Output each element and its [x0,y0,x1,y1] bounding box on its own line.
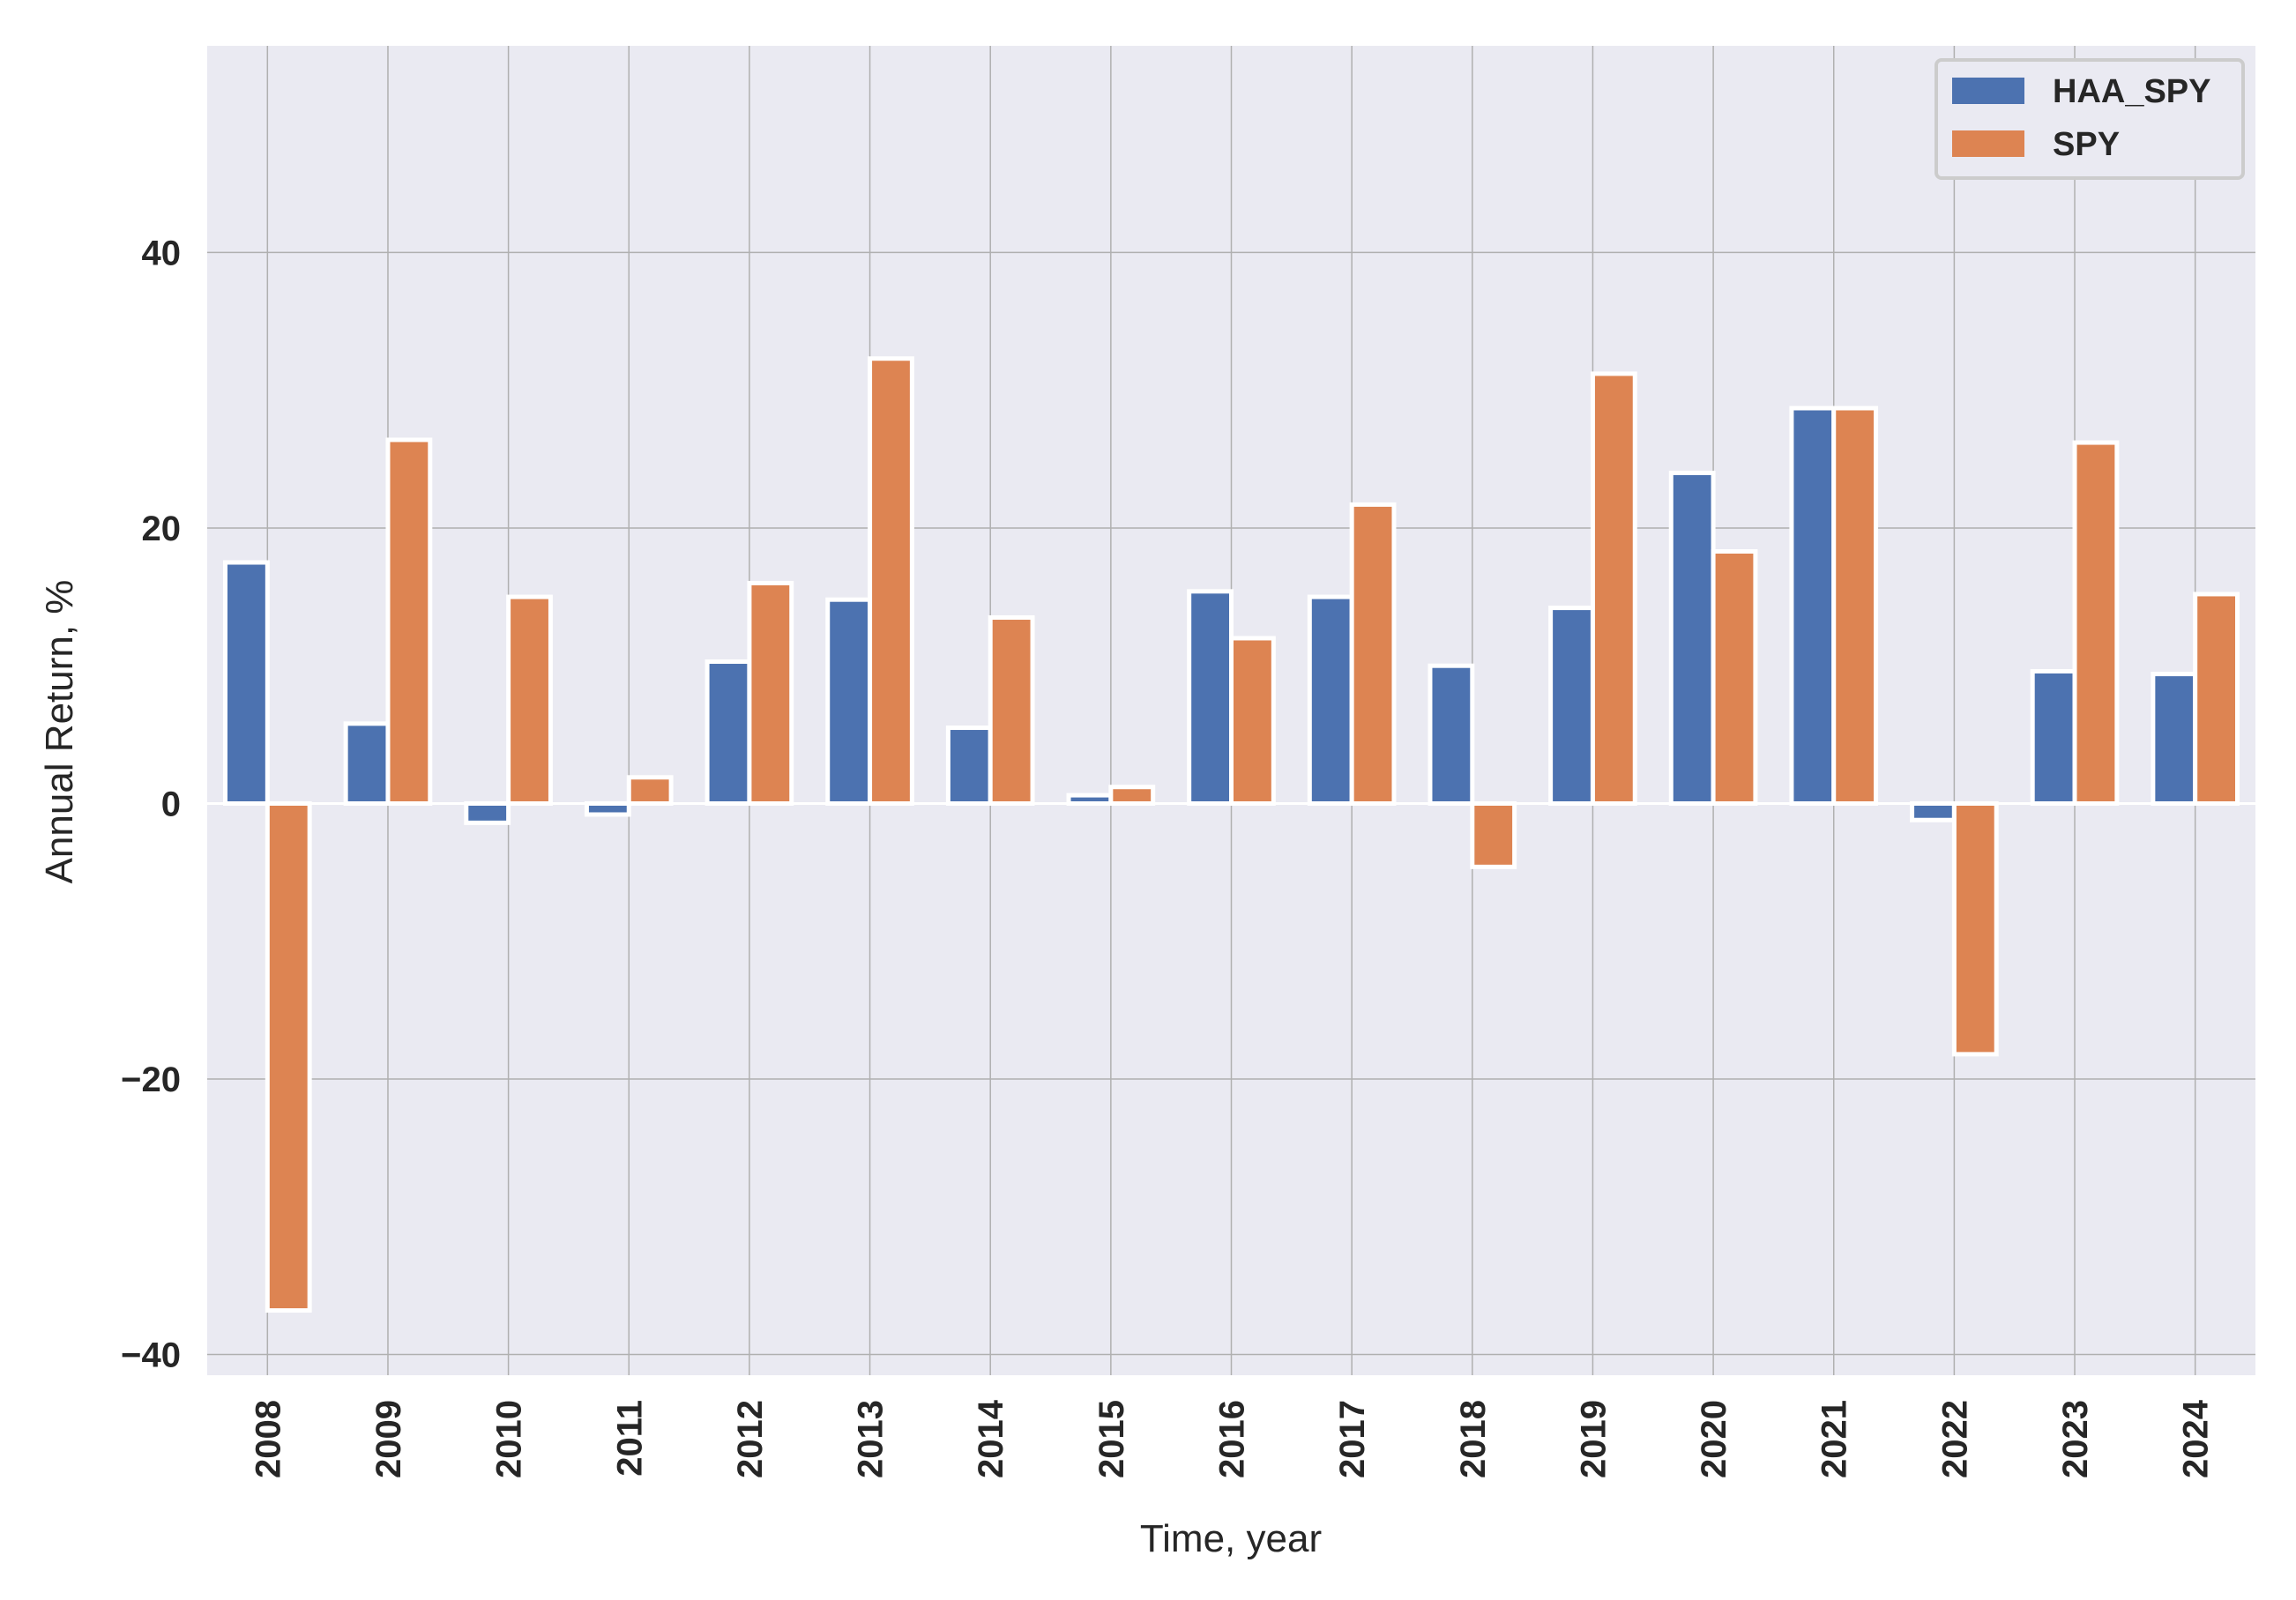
bar-haa-spy-2012 [704,659,752,806]
bar-haa-spy-2018 [1428,663,1475,806]
bar-haa-spy-2014 [945,726,993,806]
x-tick-label: 2012 [731,1400,770,1478]
bar-haa-spy-2024 [2151,672,2198,806]
bar-spy-2017 [1349,502,1397,806]
bar-spy-2011 [626,775,674,806]
x-tick-labels: 2008 2009 2010 2011 2012 2013 2014 2015 2016 2017… [249,1399,2215,1478]
bar-haa-spy-2016 [1187,589,1234,806]
bar-haa-spy-2021 [1789,406,1837,806]
y-axis-label: Annual Return, % [38,580,81,884]
bar-haa-spy-2017 [1307,594,1354,806]
bar-haa-spy-2022 [1910,800,1957,822]
x-tick-label: 2020 [1695,1400,1733,1478]
y-tick-label: 0 [161,785,181,823]
y-tick-labels: −40 −20 0 20 40 [121,234,181,1374]
y-tick-label: 40 [142,234,182,272]
bar-spy-2015 [1108,785,1156,806]
bar-spy-2019 [1590,371,1637,806]
bar-haa-spy-2023 [2030,668,2077,806]
bar-spy-2023 [2072,440,2120,806]
bar-haa-spy-2020 [1668,470,1716,806]
bar-haa-spy-2008 [222,560,270,806]
x-tick-label: 2017 [1333,1400,1372,1478]
x-tick-label: 2008 [249,1400,287,1478]
legend-label-haa-spy: HAA_SPY [2053,73,2211,110]
bar-haa-spy-2015 [1066,793,1114,806]
bars [222,356,2240,1313]
bar-haa-spy-2010 [464,800,511,825]
bar-spy-2020 [1711,549,1758,806]
legend: HAA_SPY SPY [1934,58,2245,180]
y-tick-label: 20 [142,510,182,548]
legend-swatch-spy [1952,130,2024,157]
bar-spy-2018 [1470,800,1517,869]
x-tick-label: 2009 [369,1400,408,1478]
y-tick-label: −20 [121,1060,181,1099]
x-tick-label: 2021 [1815,1400,1854,1478]
bar-haa-spy-2013 [825,597,873,806]
x-tick-label: 2023 [2056,1400,2095,1478]
x-tick-label: 2018 [1454,1400,1493,1478]
x-tick-label: 2014 [972,1399,1010,1478]
bar-haa-spy-2009 [343,721,391,806]
bar-spy-2022 [1951,800,1999,1057]
legend-swatch-haa-spy [1952,78,2024,104]
bar-spy-2014 [988,615,1035,806]
bar-haa-spy-2011 [584,800,631,817]
x-tick-label: 2010 [490,1400,529,1478]
x-tick-label: 2016 [1213,1400,1252,1478]
x-axis-label: Time, year [1140,1517,1322,1560]
bar-spy-2008 [265,800,312,1313]
bar-spy-2010 [506,594,553,806]
bar-spy-2013 [868,356,914,806]
bar-spy-2012 [747,580,794,806]
x-tick-label: 2013 [852,1400,891,1478]
bar-spy-2021 [1831,406,1879,806]
legend-label-spy: SPY [2053,126,2120,163]
x-tick-label: 2022 [1935,1400,1974,1478]
bar-haa-spy-2019 [1548,606,1595,806]
bar-spy-2024 [2193,592,2240,806]
x-tick-label: 2024 [2177,1399,2216,1478]
x-tick-label: 2019 [1574,1400,1613,1478]
bar-spy-2016 [1229,636,1276,806]
x-tick-label: 2015 [1092,1400,1131,1478]
bar-spy-2009 [385,437,433,806]
x-tick-label: 2011 [610,1400,649,1477]
y-tick-label: −40 [121,1336,181,1375]
